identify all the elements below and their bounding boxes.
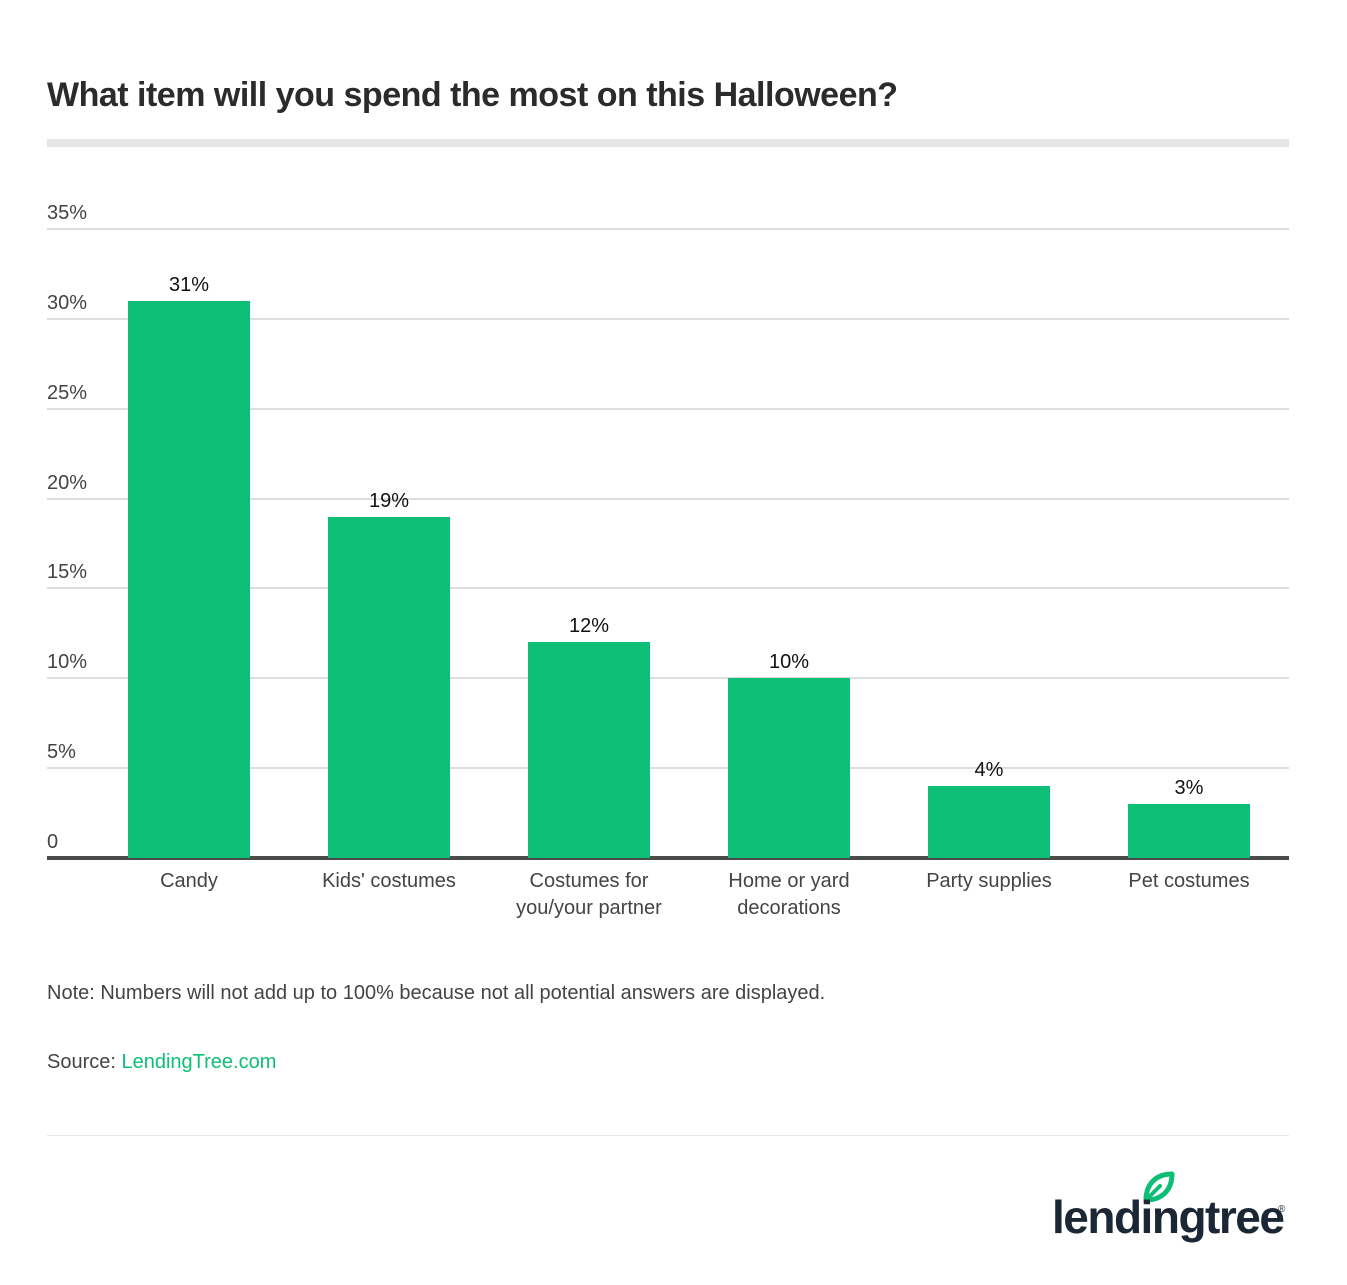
bar	[128, 300, 250, 858]
bar-value-label: 3%	[1174, 777, 1204, 800]
y-axis-tick-label: 10%	[47, 651, 88, 674]
source-link[interactable]: LendingTree.com	[121, 1051, 277, 1073]
bar-value-label: 19%	[368, 489, 410, 512]
y-axis-tick-label: 20%	[47, 471, 88, 494]
gridline	[47, 587, 1289, 590]
chart-title: What item will you spend the most on thi…	[47, 76, 898, 114]
lendingtree-logo: lendingtree ®	[1052, 1170, 1292, 1250]
y-axis-tick-label: 15%	[47, 561, 88, 584]
bar-value-label: 31%	[168, 273, 210, 296]
bar	[528, 642, 650, 858]
bar-value-label: 4%	[974, 759, 1004, 782]
y-axis-tick-label: 25%	[47, 381, 88, 404]
bar	[1128, 804, 1250, 858]
gridline	[47, 767, 1289, 770]
bar	[928, 786, 1050, 858]
x-axis-category-label: Kids' costumes	[322, 870, 456, 892]
gridline	[47, 677, 1289, 680]
x-axis-category-label: Costumes for you/your partner	[516, 870, 662, 919]
bar-value-label: 10%	[768, 651, 810, 674]
gridline	[47, 497, 1289, 500]
registered-mark: ®	[1278, 1204, 1286, 1215]
x-axis-category-label: Candy	[160, 870, 218, 892]
y-axis-tick-label: 30%	[47, 291, 88, 314]
bar	[328, 516, 450, 858]
chart-note: Note: Numbers will not add up to 100% be…	[47, 982, 826, 1004]
gridline	[47, 317, 1289, 320]
bar	[728, 678, 850, 858]
footer-divider	[47, 1135, 1289, 1136]
y-axis-tick-label: 5%	[47, 741, 76, 764]
x-axis-category-label: Party supplies	[926, 870, 1052, 892]
bar-value-label: 12%	[568, 615, 610, 638]
chart-source: Source: LendingTree.com	[47, 1051, 276, 1074]
source-prefix: Source:	[47, 1051, 122, 1073]
y-axis-tick-label: 0	[47, 831, 59, 853]
logo-wordmark: lendingtree	[1052, 1191, 1285, 1243]
y-axis-tick-label: 35%	[47, 202, 88, 224]
x-axis-category-label: Pet costumes	[1128, 870, 1250, 892]
leaf-icon	[1143, 1171, 1175, 1203]
gridline	[47, 407, 1289, 410]
gridline	[47, 228, 1289, 230]
x-axis-baseline	[47, 856, 1289, 860]
title-divider	[47, 139, 1289, 147]
x-axis-category-label: Home or yard decorations	[728, 870, 850, 919]
